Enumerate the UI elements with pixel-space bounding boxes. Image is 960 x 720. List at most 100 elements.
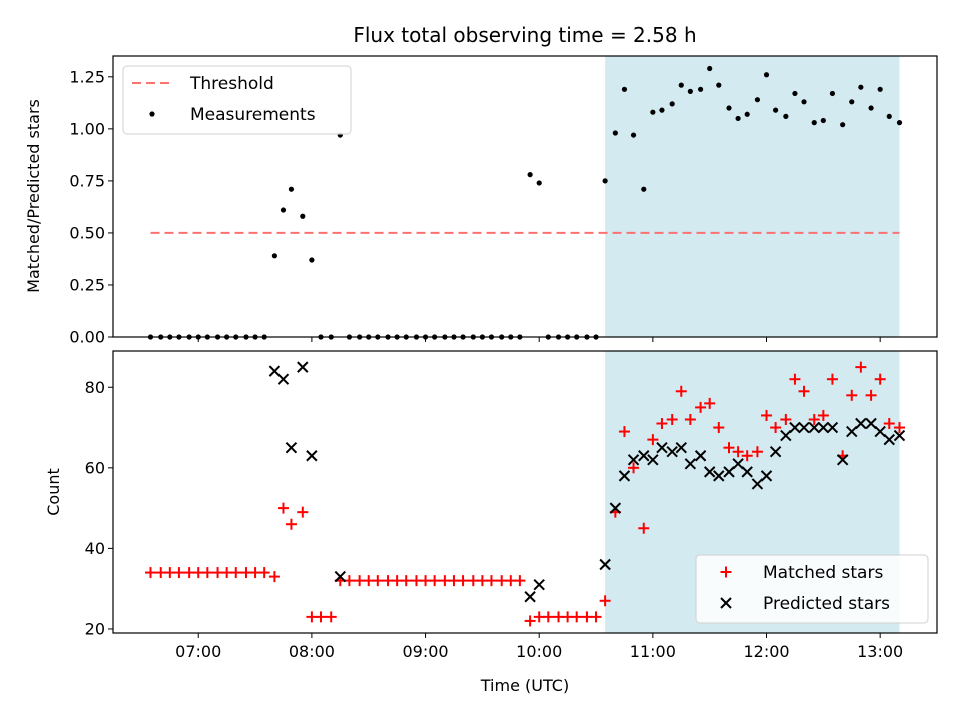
measurement-point — [309, 257, 315, 263]
matched-star-point — [277, 502, 289, 514]
predicted-star-point — [703, 466, 716, 478]
top-y-tick-label: 0.25 — [69, 275, 105, 294]
bottom-plot: 20 40 60 80 07:00 08:00 09:00 10:00 11:00 12:00 13… — [85, 350, 938, 661]
matched-star-point — [893, 422, 905, 434]
matched-star-point — [780, 413, 792, 425]
predicted-star-point — [656, 441, 668, 454]
matched-star-point — [400, 575, 412, 587]
predicted-star-point — [684, 458, 697, 470]
predicted-star-point — [647, 454, 659, 466]
top-y-tick-label: 1.25 — [69, 67, 105, 86]
matched-star-point — [628, 462, 640, 474]
predicted-star-point — [277, 373, 290, 385]
predicted-star-point — [334, 570, 347, 583]
matched-star-point — [201, 567, 213, 579]
predicted-star-point-b — [684, 458, 697, 470]
legend-matched-label: Matched stars — [763, 563, 883, 583]
matched-star-point — [798, 385, 810, 397]
matched-star-point — [524, 615, 536, 627]
measurement-point — [678, 82, 684, 88]
matched-star-point — [770, 422, 782, 434]
legend-threshold-label: Threshold — [189, 74, 274, 94]
top-legend: Threshold Measurements — [122, 65, 352, 135]
measurement-point — [783, 113, 789, 119]
predicted-star-point — [760, 470, 773, 482]
legend-measurements-label: Measurements — [190, 105, 316, 125]
matched-star-point — [173, 567, 185, 579]
matched-star-point — [647, 434, 659, 446]
matched-star-point — [789, 373, 801, 385]
predicted-star-point — [769, 446, 782, 458]
matched-star-point — [618, 426, 630, 438]
predicted-star-point — [826, 421, 839, 434]
legend-predicted-swatch — [720, 597, 732, 609]
predicted-star-point-b — [638, 450, 650, 462]
predicted-star-point-b — [855, 417, 867, 430]
measurement-point — [288, 186, 295, 192]
matched-star-point — [145, 567, 157, 579]
matched-star-point — [713, 422, 725, 434]
legend-predicted-swatch-b — [720, 597, 732, 609]
top-y-tick-label: 0.75 — [69, 171, 105, 190]
predicted-star-point — [524, 591, 536, 603]
predicted-star-point — [741, 466, 753, 478]
bottom-axes-frame — [112, 350, 938, 634]
matched-star-point — [297, 506, 309, 518]
predicted-star-point-b — [618, 470, 631, 482]
matched-star-point — [846, 389, 858, 401]
predicted-star-point-b — [826, 421, 839, 434]
matched-star-point — [732, 446, 744, 458]
top-shaded-region — [605, 56, 900, 337]
predicted-star-point-b — [836, 454, 849, 466]
predicted-star-point-b — [334, 570, 347, 583]
measurement-point — [716, 82, 722, 88]
predicted-star-point — [666, 446, 678, 458]
top-y-tick-label: 0.00 — [69, 328, 105, 347]
matched-star-point — [666, 413, 678, 425]
measurement-point — [840, 122, 846, 128]
predicted-star-point-b — [703, 466, 716, 478]
predicted-star-point-b — [760, 470, 773, 482]
bottom-x-tick-label: 11:00 — [630, 642, 676, 661]
predicted-star-point — [751, 478, 764, 490]
bottom-x-tick-label: 13:00 — [857, 642, 903, 661]
predicted-star-point-b — [277, 373, 290, 385]
bottom-legend: Matched stars Predicted stars — [695, 554, 929, 624]
matched-star-point — [874, 373, 886, 385]
predicted-star-point — [675, 441, 687, 454]
predicted-star-point — [713, 470, 725, 482]
bottom-x-tick-label: 12:00 — [743, 642, 789, 661]
matched-star-point — [542, 611, 554, 623]
measurement-point — [650, 109, 656, 115]
measurement-point — [536, 180, 542, 186]
matched-star-point — [865, 389, 877, 401]
measurement-point — [868, 105, 874, 111]
measurement-point — [754, 97, 761, 103]
predicted-star-point — [627, 454, 640, 466]
predicted-star-point-b — [647, 454, 659, 466]
legend-matched-swatch — [720, 566, 732, 578]
measurement-point — [886, 113, 892, 119]
matched-star-point — [684, 413, 696, 425]
predicted-star-point-b — [694, 450, 707, 462]
predicted-star-point-b — [874, 425, 886, 438]
measurement-point — [612, 130, 618, 136]
matched-star-point — [372, 575, 384, 587]
matched-star-point — [514, 575, 526, 587]
bottom-x-tick-label: 09:00 — [402, 642, 448, 661]
predicted-star-point — [618, 470, 631, 482]
measurement-point — [858, 84, 864, 90]
matched-star-point — [723, 442, 735, 454]
matched-star-point — [315, 611, 327, 623]
predicted-star-point-b — [741, 466, 753, 478]
top-y-axis-label: Matched/Predicted stars — [24, 99, 43, 293]
matched-star-point — [457, 575, 469, 587]
top-axes-frame — [112, 55, 938, 338]
predicted-star-point-b — [846, 425, 858, 438]
matched-star-point — [761, 409, 773, 421]
predicted-star-point — [883, 433, 895, 446]
predicted-star-point-b — [666, 446, 678, 458]
measurement-point — [271, 253, 277, 259]
predicted-star-point — [855, 417, 867, 430]
